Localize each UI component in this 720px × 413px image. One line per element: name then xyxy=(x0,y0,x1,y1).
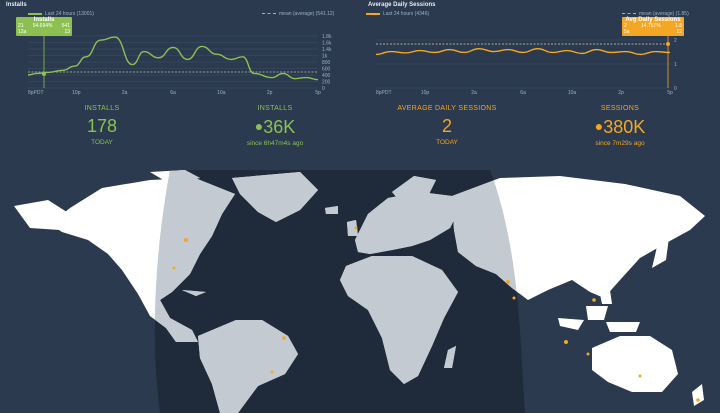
installs-tooltip: Installs 21 54.694% 541 12a 13 xyxy=(16,17,72,36)
y-tick-label: 0 xyxy=(674,86,677,92)
stat-installs-total: INSTALLS ●36K since 6h47m4s ago xyxy=(185,105,365,147)
stat-label: INSTALLS xyxy=(84,105,120,112)
installs-chart-title: Installs xyxy=(6,2,27,8)
y-tick-label: 1k xyxy=(322,54,328,60)
sessions-legend-series[interactable]: Last 24 hours (4346) xyxy=(366,11,429,17)
map-marker[interactable] xyxy=(696,398,700,402)
stat-value: 178 xyxy=(86,116,118,136)
y-tick-label: 1.4k xyxy=(322,47,332,53)
map-marker[interactable] xyxy=(354,226,358,230)
map-marker[interactable] xyxy=(282,336,286,340)
installs-chart-panel: Installs Last 24 hours (13001) mean (ave… xyxy=(0,0,340,100)
stat-label: INSTALLS xyxy=(257,105,293,112)
map-marker[interactable] xyxy=(592,298,596,302)
stat-sub: TODAY xyxy=(436,139,458,146)
x-tick-label: 5p xyxy=(667,90,673,96)
stat-sessions-today: AVERAGE DAILY SESSIONS 2 TODAY xyxy=(357,105,537,146)
stat-installs-today: INSTALLS 178 TODAY xyxy=(12,105,192,146)
hover-dot xyxy=(42,72,46,76)
y-tick-label: 200 xyxy=(322,80,331,86)
installs-legend-series[interactable]: Last 24 hours (13001) xyxy=(28,11,94,17)
map-marker[interactable] xyxy=(586,352,590,356)
x-tick-label: 6a xyxy=(520,90,526,96)
y-tick-label: 800 xyxy=(322,60,331,66)
stat-sub: since 6h47m4s ago xyxy=(246,140,304,147)
x-tick-label: 8pPDT xyxy=(28,90,44,96)
x-tick-label: 5p xyxy=(315,90,321,96)
stat-sessions-total: SESSIONS ●380K since 7m29s ago xyxy=(530,105,710,147)
x-tick-label: 10p xyxy=(72,90,81,96)
live-dot-icon: ● xyxy=(254,118,264,134)
stat-sub: TODAY xyxy=(91,139,113,146)
stat-value: ●36K xyxy=(254,117,296,137)
x-tick-label: 2p xyxy=(618,90,624,96)
stat-value: ●380K xyxy=(594,117,646,137)
x-tick-label: 8pPDT xyxy=(376,90,392,96)
y-tick-label: 1.8k xyxy=(322,34,332,40)
sessions-line-chart[interactable]: 2 1 0 8pPDT 10p 2a 6a 10a 2p 5p xyxy=(362,0,692,100)
installs-legend-mean[interactable]: mean (average) (541.12) xyxy=(262,11,334,17)
world-map[interactable] xyxy=(0,170,720,413)
map-marker[interactable] xyxy=(270,370,274,374)
sessions-chart-panel: Average Daily Sessions Last 24 hours (43… xyxy=(362,0,692,100)
x-tick-label: 10p xyxy=(421,90,430,96)
map-marker[interactable] xyxy=(184,238,188,242)
x-tick-label: 6a xyxy=(170,90,176,96)
stat-label: SESSIONS xyxy=(600,105,640,112)
map-marker[interactable] xyxy=(506,280,510,284)
stat-value: 2 xyxy=(441,116,452,136)
map-marker[interactable] xyxy=(172,266,176,270)
sessions-tooltip: Avg Daily Sessions 2 14.757% 1.8 5a 12 xyxy=(622,17,684,36)
x-tick-label: 2p xyxy=(267,90,273,96)
map-marker[interactable] xyxy=(512,296,516,300)
stat-label: AVERAGE DAILY SESSIONS xyxy=(397,105,497,112)
x-tick-label: 2a xyxy=(122,90,128,96)
series-line xyxy=(375,47,671,56)
x-tick-label: 10a xyxy=(217,90,226,96)
series-line xyxy=(27,36,319,81)
sessions-chart-title: Average Daily Sessions xyxy=(368,2,436,8)
session-markers xyxy=(172,226,700,402)
map-marker[interactable] xyxy=(564,340,568,344)
x-tick-label: 10a xyxy=(568,90,577,96)
y-tick-label: 1.6k xyxy=(322,41,332,47)
sessions-legend-mean[interactable]: mean (average) (1.85) xyxy=(622,11,689,17)
live-dot-icon: ● xyxy=(594,118,604,134)
y-tick-label: 400 xyxy=(322,73,331,79)
y-tick-label: 1 xyxy=(674,62,677,68)
stat-sub: since 7m29s ago xyxy=(595,140,645,147)
y-tick-label: 600 xyxy=(322,67,331,73)
x-tick-label: 2a xyxy=(471,90,477,96)
hover-dot xyxy=(666,42,670,46)
map-marker[interactable] xyxy=(638,374,642,378)
y-tick-label: 0 xyxy=(322,86,325,92)
y-tick-label: 2 xyxy=(674,38,677,44)
